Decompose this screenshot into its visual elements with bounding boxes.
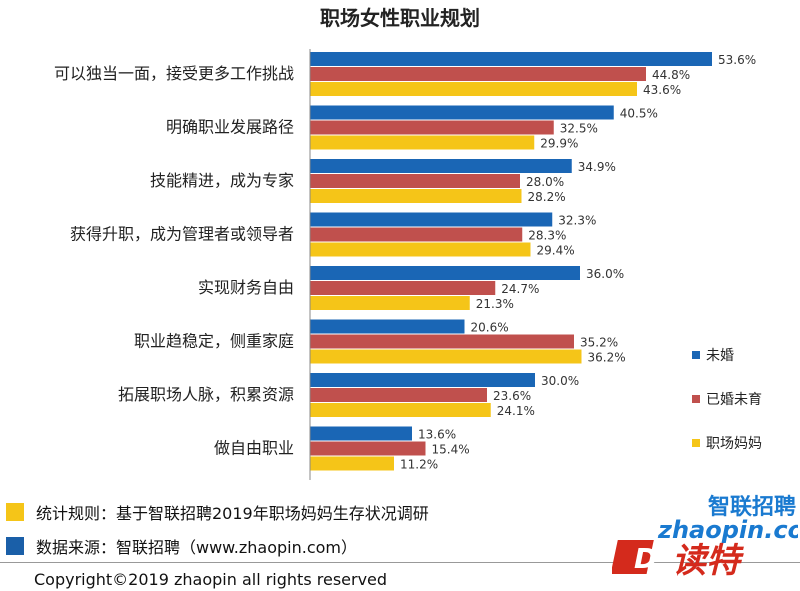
- bar: [310, 159, 572, 173]
- statistics-rule-text: 统计规则：基于智联招聘2019年职场妈妈生存状况调研: [36, 504, 429, 523]
- value-labels: 53.6% 44.8%43.6% 40.5% 32.5%29.9%34.9% 28.0%…: [400, 53, 756, 472]
- logo-url-text: zhaopin.com: [657, 516, 798, 544]
- category-label: 做自由职业: [214, 439, 294, 458]
- data-label: 20.6%: [471, 321, 509, 335]
- bar: [310, 426, 412, 441]
- bars: [310, 52, 712, 471]
- category-label: 实现财务自由: [198, 278, 294, 297]
- data-label: 23.6%: [493, 389, 531, 403]
- data-label: 28.0%: [526, 175, 564, 189]
- stamp-dute-text: 读特: [672, 541, 744, 578]
- bar: [310, 349, 582, 364]
- data-label: 32.3%: [558, 214, 596, 228]
- data-label: 29.9%: [540, 137, 578, 151]
- data-label: 28.3%: [528, 229, 566, 243]
- category-label: 明确职业发展路径: [166, 118, 294, 137]
- bar: [310, 52, 712, 66]
- data-label: 40.5%: [620, 107, 658, 121]
- data-label: 34.9%: [578, 160, 616, 174]
- data-label: 36.0%: [586, 267, 624, 281]
- legend-swatch: [692, 395, 700, 403]
- data-label: 44.8%: [652, 68, 690, 82]
- logo-zhilian-text: 智联招聘: [708, 494, 796, 520]
- data-label: 36.2%: [588, 351, 626, 365]
- stamp-letter: D: [634, 542, 657, 575]
- data-label: 24.7%: [501, 282, 539, 296]
- bar: [310, 120, 554, 135]
- bar: [310, 281, 496, 295]
- data-label: 43.6%: [643, 83, 681, 97]
- data-label: 35.2%: [580, 336, 618, 350]
- chart-title: 职场女性职业规划: [320, 6, 480, 30]
- data-source-note: 数据来源：智联招聘（www.zhaopin.com）: [0, 534, 357, 558]
- data-label: 53.6%: [718, 53, 756, 67]
- blue-square-icon: [6, 537, 24, 555]
- data-source-text: 数据来源：智联招聘（www.zhaopin.com）: [36, 538, 358, 557]
- statistics-rule-note: 统计规则：基于智联招聘2019年职场妈妈生存状况调研: [0, 500, 429, 524]
- bar: [310, 212, 553, 227]
- data-label: 11.2%: [400, 458, 438, 472]
- legend-entry: 未婚: [706, 348, 734, 364]
- bar: [310, 105, 614, 120]
- bar: [310, 456, 394, 471]
- bar: [310, 319, 465, 334]
- bar: [310, 82, 637, 96]
- data-label: 13.6%: [418, 428, 456, 442]
- bar: [310, 388, 487, 402]
- legend-swatch: [692, 351, 700, 359]
- bar: [310, 174, 520, 188]
- divider: [0, 562, 800, 563]
- category-labels: 可以独当一面，接受更多工作挑战明确职业发展路径技能精进，成为专家获得升职，成为管…: [54, 64, 294, 458]
- stamp-d-icon: [612, 540, 654, 574]
- data-label: 21.3%: [476, 297, 514, 311]
- bar: [310, 227, 523, 242]
- data-label: 24.1%: [497, 404, 535, 418]
- bar: [310, 441, 426, 456]
- copyright-text: Copyright©2019 zhaopin all rights reserv…: [34, 570, 388, 589]
- bar: [310, 135, 535, 150]
- data-label: 15.4%: [432, 443, 470, 457]
- bar: [310, 189, 522, 203]
- category-label: 拓展职场人脉，积累资源: [118, 385, 294, 404]
- legend-entry: 已婚未育: [706, 392, 762, 408]
- data-label: 30.0%: [541, 374, 579, 388]
- legend-entry: 职场妈妈: [706, 436, 762, 452]
- bar: [310, 242, 531, 257]
- bar: [310, 334, 574, 349]
- bar: [310, 266, 580, 280]
- legend-swatch: [692, 439, 700, 447]
- bar: [310, 296, 470, 310]
- bar: [310, 403, 491, 417]
- data-label: 29.4%: [537, 244, 575, 258]
- bar: [310, 373, 535, 387]
- category-label: 获得升职，成为管理者或领导者: [70, 225, 294, 244]
- category-label: 技能精进，成为专家: [150, 171, 294, 190]
- data-label: 28.2%: [528, 190, 566, 204]
- category-label: 可以独当一面，接受更多工作挑战: [54, 64, 294, 83]
- category-label: 职业趋稳定，侧重家庭: [134, 332, 294, 351]
- yellow-square-icon: [6, 503, 24, 521]
- bar-chart: 可以独当一面，接受更多工作挑战明确职业发展路径技能精进，成为专家获得升职，成为管…: [54, 49, 762, 480]
- data-label: 32.5%: [560, 122, 598, 136]
- zhaopin-dute-logo: 智联招聘 zhaopin.com D 读特: [612, 494, 798, 578]
- bar: [310, 67, 646, 81]
